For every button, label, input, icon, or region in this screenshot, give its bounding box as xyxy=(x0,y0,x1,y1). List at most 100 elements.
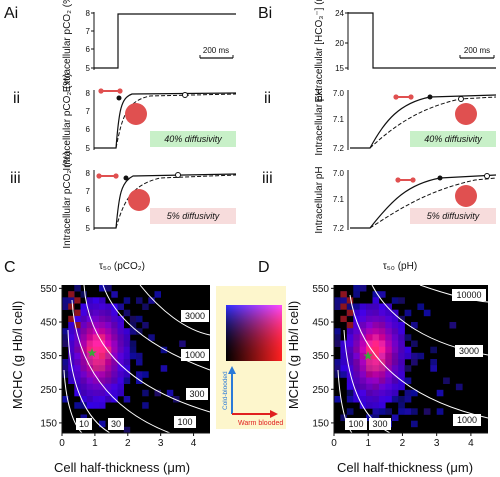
ai-ytick: 7 xyxy=(86,27,91,36)
chart-d-cell xyxy=(398,408,405,415)
cell-side-icon xyxy=(395,177,416,183)
chart-c-cell xyxy=(117,340,124,347)
chart-c-cell xyxy=(99,352,106,360)
chart-d-cell xyxy=(378,340,386,347)
chart-d-cell xyxy=(353,291,360,298)
chart-d-cell xyxy=(340,346,348,354)
chart-c-cell xyxy=(74,377,81,384)
chart-c-cell xyxy=(74,365,81,372)
chart-c-cell xyxy=(74,383,81,391)
chart-c-cell xyxy=(148,334,155,341)
chart-c-cell xyxy=(129,346,137,354)
chart-c-cell xyxy=(123,396,131,403)
chart-c-cell xyxy=(86,340,94,347)
chart-d-cell xyxy=(359,346,367,354)
chart-c-cell xyxy=(68,359,75,366)
chart-d-cell xyxy=(385,383,392,391)
chart-c-cell xyxy=(105,365,112,372)
chart-d-cell xyxy=(346,340,354,347)
chart-c-cell xyxy=(123,352,131,360)
chart-d-cell xyxy=(378,377,386,384)
chart-c-cell xyxy=(68,371,75,378)
chart-c-cell xyxy=(105,396,112,403)
chart-c-cell xyxy=(74,309,81,316)
chart-d-cell xyxy=(359,322,367,329)
bi-ytick: 15 xyxy=(335,64,344,73)
chart-c-cell xyxy=(117,371,124,378)
chart-d-xtick: 2 xyxy=(400,438,406,449)
biii-ytick: 7.1 xyxy=(333,195,345,204)
chart-c-cell xyxy=(92,303,100,310)
chart-c-cell xyxy=(99,346,106,354)
chart-c-cell xyxy=(117,359,124,366)
chart-d-cell xyxy=(353,303,360,310)
chart-c-cell xyxy=(123,371,131,378)
chart-d-cell xyxy=(391,377,399,384)
chart-c-cell xyxy=(99,328,106,335)
chart-c-cell xyxy=(99,420,106,428)
chart-d-cell xyxy=(366,303,373,310)
chart-d-cell xyxy=(353,371,360,378)
chart-d-cell xyxy=(411,340,418,347)
chart-c-cell xyxy=(86,371,94,378)
chart-c-cell xyxy=(99,371,106,378)
chart-d-cell xyxy=(398,315,405,323)
chart-d-cell xyxy=(372,303,380,310)
chart-c-cell xyxy=(92,315,100,323)
chart-d-cell xyxy=(340,359,348,366)
chart-c-contour xyxy=(63,369,83,433)
chart-d-cell xyxy=(366,340,373,347)
chart-d-cell xyxy=(334,303,341,310)
chart-d-cell xyxy=(366,309,373,317)
chart-d-cell xyxy=(346,383,354,391)
chart-c-cell xyxy=(111,340,118,347)
aiii-ylabel: Intracellular pCO₂ (%) xyxy=(62,151,73,248)
chart-c-cell xyxy=(74,352,81,360)
chart-c-cell xyxy=(80,291,87,298)
chart-c-cell xyxy=(136,377,143,384)
chart-d-cell xyxy=(334,396,341,403)
chart-c-cell xyxy=(74,389,81,397)
chart-c-cell xyxy=(99,322,106,329)
panel-bii: Intracellular pH 7.0 7.1 7.2 40% diffusi… xyxy=(314,88,497,156)
chart-d-cell xyxy=(359,315,367,323)
chart-d-cell xyxy=(398,334,405,341)
chart-c-cell xyxy=(105,340,112,347)
chart-d-title: τ₅₀ (pH) xyxy=(383,261,417,272)
aiii-marker-filled xyxy=(123,175,129,181)
chart-d-cell xyxy=(391,383,399,391)
ai-trace xyxy=(94,13,236,69)
chart-d-cell xyxy=(366,322,373,329)
chart-d-cell xyxy=(398,352,405,360)
chart-c-cell xyxy=(117,303,124,310)
chart-c-cell xyxy=(105,377,112,384)
chart-c-cell xyxy=(99,365,106,372)
bii-trace-solid xyxy=(350,94,497,149)
chart-d-cell xyxy=(411,352,418,360)
chart-d-cell xyxy=(334,328,341,335)
chart-d-ytick: 150 xyxy=(312,418,329,429)
chart-c-cell xyxy=(129,315,137,323)
chart-c-cell xyxy=(142,402,149,409)
chart-d-cell xyxy=(385,365,392,372)
color-legend: Cold-blooded Warm blooded xyxy=(216,286,286,429)
chart-c-cell xyxy=(105,334,112,341)
chart-d-ytick: 250 xyxy=(312,385,329,396)
chart-c-cell xyxy=(86,402,94,409)
panel-label-d: D xyxy=(258,259,270,276)
chart-d-cell xyxy=(346,328,354,335)
chart-c-cell xyxy=(117,389,124,397)
chart-c-cell xyxy=(86,389,94,397)
chart-d-xtick: 3 xyxy=(434,438,440,449)
chart-d-cell xyxy=(398,340,405,347)
chart-c-cell xyxy=(80,389,87,397)
chart-d-cell xyxy=(391,340,399,347)
chart-c-cell xyxy=(99,383,106,391)
chart-d-cell xyxy=(372,371,380,378)
panel-ai: Extracellular pCO₂ (%) 8 7 6 5 200 ms xyxy=(62,0,236,92)
panel-label-bii: ii xyxy=(264,90,271,107)
bii-ytick: 7.2 xyxy=(333,144,345,153)
chart-c-contour-label: 1000 xyxy=(185,350,205,360)
bii-ylabel: Intracellular pH xyxy=(314,88,325,155)
